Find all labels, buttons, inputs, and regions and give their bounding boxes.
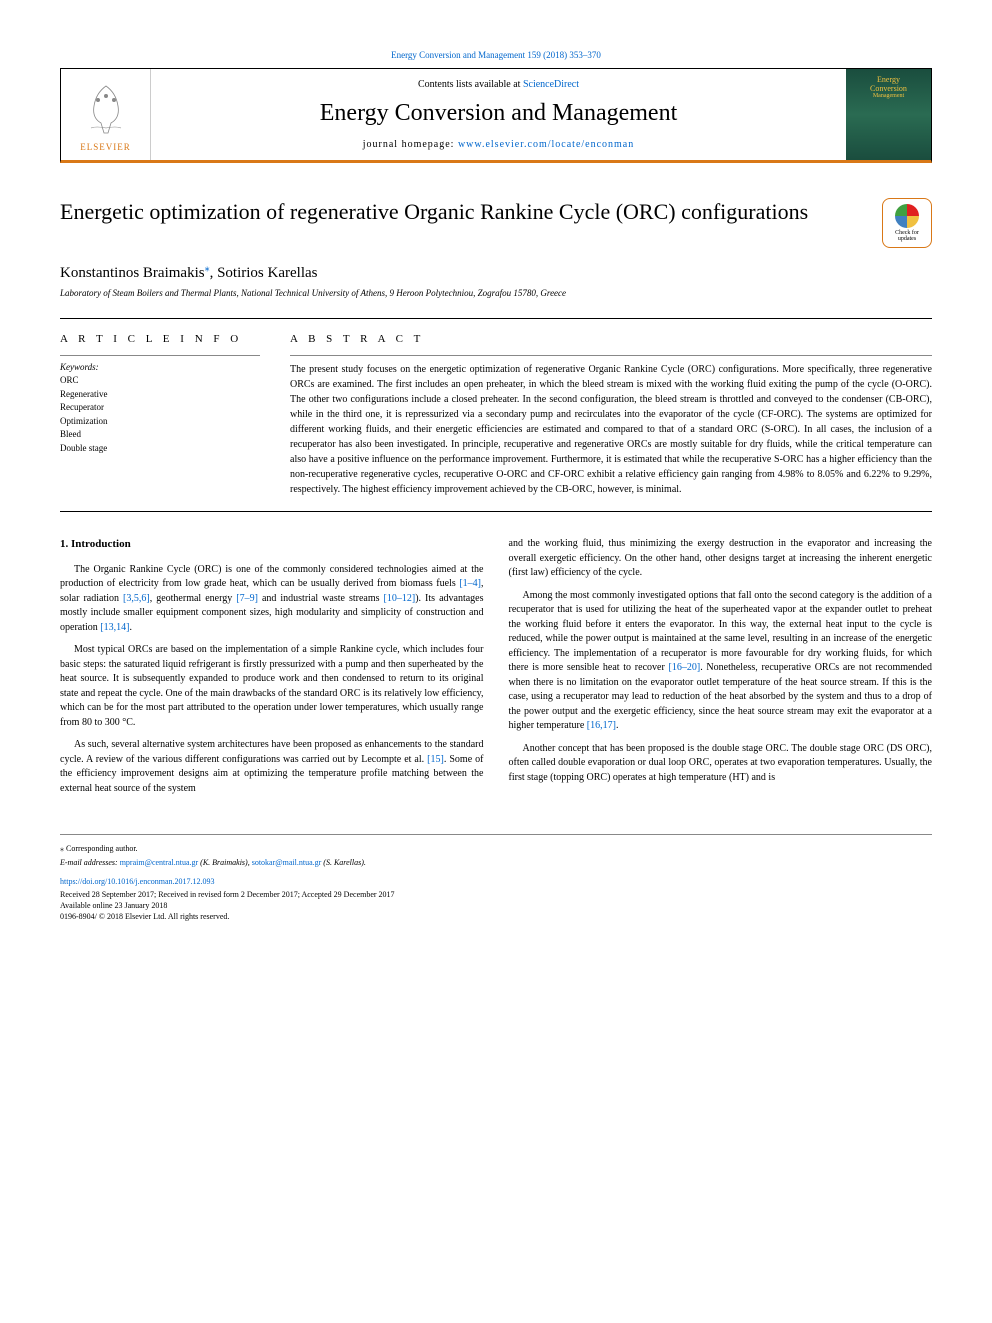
body-p1-a: The Organic Rankine Cycle (ORC) is one o… (60, 564, 484, 590)
check-updates-icon (895, 204, 919, 228)
contents-prefix: Contents lists available at (418, 79, 523, 90)
available-line: Available online 23 January 2018 (60, 900, 932, 911)
homepage-link[interactable]: www.elsevier.com/locate/enconman (458, 139, 634, 150)
body-p3-a: As such, several alternative system arch… (60, 739, 484, 765)
author-1: Konstantinos Braimakis (60, 265, 205, 281)
body-section: 1. Introduction The Organic Rankine Cycl… (60, 537, 932, 804)
check-line2: updates (898, 236, 916, 242)
email-link-1[interactable]: mpraim@central.ntua.gr (120, 858, 198, 867)
doi-link[interactable]: https://doi.org/10.1016/j.enconman.2017.… (60, 876, 932, 887)
body-p2: Most typical ORCs are based on the imple… (60, 643, 484, 730)
body-p4: and the working fluid, thus minimizing t… (509, 537, 933, 581)
abstract-text: The present study focuses on the energet… (290, 355, 932, 497)
cover-line2: Conversion (870, 84, 907, 93)
body-p3: As such, several alternative system arch… (60, 738, 484, 796)
authors: Konstantinos Braimakis⁎, Sotirios Karell… (60, 263, 932, 282)
body-p5-c: . (616, 720, 619, 731)
email-name-1: (K. Braimakis), (198, 858, 252, 867)
ref-link[interactable]: [10–12] (384, 593, 416, 604)
ref-link[interactable]: [7–9] (236, 593, 258, 604)
article-title: Energetic optimization of regenerative O… (60, 198, 882, 227)
body-p6: Another concept that has been proposed i… (509, 742, 933, 786)
ref-link[interactable]: [13,14] (100, 622, 129, 633)
body-col-left: 1. Introduction The Organic Rankine Cycl… (60, 537, 484, 804)
ref-link[interactable]: [15] (427, 754, 444, 765)
header-center: Contents lists available at ScienceDirec… (151, 69, 846, 160)
citation-header: Energy Conversion and Management 159 (20… (60, 50, 932, 60)
cover-line3: Management (873, 93, 904, 99)
body-p5-a: Among the most commonly investigated opt… (509, 590, 933, 674)
sciencedirect-link[interactable]: ScienceDirect (523, 79, 579, 90)
intro-heading: 1. Introduction (60, 537, 484, 553)
body-p1-d: and industrial waste streams (258, 593, 384, 604)
abstract-col: A B S T R A C T The present study focuse… (290, 333, 932, 497)
body-p1: The Organic Rankine Cycle (ORC) is one o… (60, 563, 484, 636)
keywords-label: Keywords: (60, 355, 260, 372)
journal-name: Energy Conversion and Management (171, 100, 826, 127)
title-row: Energetic optimization of regenerative O… (60, 198, 932, 248)
ref-link[interactable]: [16,17] (587, 720, 616, 731)
body-col-right: and the working fluid, thus minimizing t… (509, 537, 933, 804)
received-line: Received 28 September 2017; Received in … (60, 889, 932, 900)
journal-header: ELSEVIER Contents lists available at Sci… (60, 68, 932, 163)
elsevier-label: ELSEVIER (80, 142, 131, 152)
footer: ⁎ Corresponding author. E-mail addresses… (60, 834, 932, 922)
body-p1-c: , geothermal energy (150, 593, 237, 604)
article-info-col: A R T I C L E I N F O Keywords: ORC Rege… (60, 333, 260, 497)
ref-link[interactable]: [3,5,6] (123, 593, 150, 604)
contents-line: Contents lists available at ScienceDirec… (171, 79, 826, 90)
email-link-2[interactable]: sotokar@mail.ntua.gr (252, 858, 322, 867)
affiliation: Laboratory of Steam Boilers and Thermal … (60, 288, 932, 298)
elsevier-tree-icon (76, 78, 136, 138)
elsevier-logo: ELSEVIER (61, 69, 151, 160)
keywords-list: ORC Regenerative Recuperator Optimizatio… (60, 374, 260, 455)
body-p1-f: . (129, 622, 132, 633)
body-p5: Among the most commonly investigated opt… (509, 589, 933, 734)
homepage-line: journal homepage: www.elsevier.com/locat… (171, 139, 826, 150)
info-abstract-row: A R T I C L E I N F O Keywords: ORC Rege… (60, 318, 932, 512)
homepage-prefix: journal homepage: (363, 139, 458, 150)
copyright-line: 0196-8904/ © 2018 Elsevier Ltd. All righ… (60, 911, 932, 922)
emails-line: E-mail addresses: mpraim@central.ntua.gr… (60, 857, 932, 868)
author-2: , Sotirios Karellas (210, 265, 318, 281)
article-info-heading: A R T I C L E I N F O (60, 333, 260, 345)
check-updates-badge[interactable]: Check for updates (882, 198, 932, 248)
email-name-2: (S. Karellas). (321, 858, 366, 867)
ref-link[interactable]: [16–20] (669, 662, 701, 673)
ref-link[interactable]: [1–4] (459, 578, 481, 589)
corresponding-note: ⁎ Corresponding author. (60, 843, 932, 854)
journal-cover: Energy Conversion Management (846, 69, 931, 160)
abstract-heading: A B S T R A C T (290, 333, 932, 345)
cover-line1: Energy (877, 75, 900, 84)
emails-prefix: E-mail addresses: (60, 858, 120, 867)
